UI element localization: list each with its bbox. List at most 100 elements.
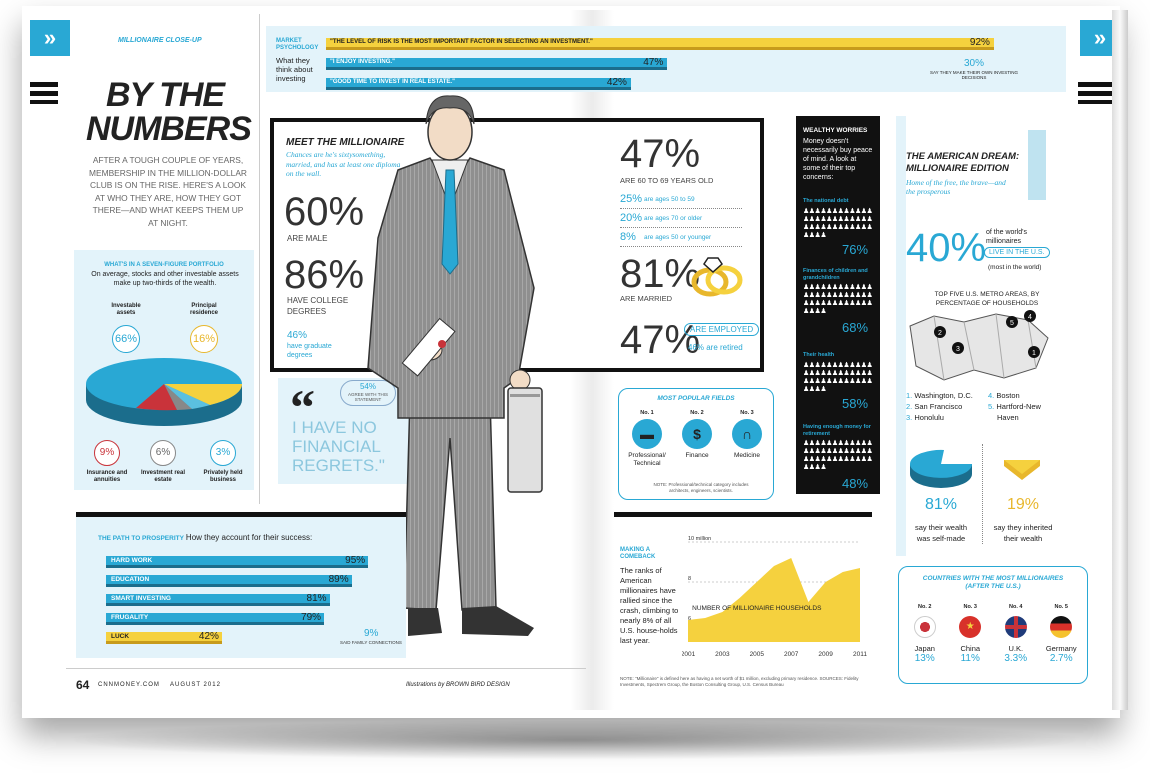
list-item: 4. Boston (988, 391, 1020, 400)
countries-title: COUNTRIES WITH THE MOST MILLIONAIRES (AF… (922, 575, 1064, 590)
comeback-area-chart: 6 8 10 million 2001 2003 2005 2007 2009 2011 NUMB… (682, 536, 867, 658)
worry-pct: 68% (842, 320, 869, 335)
svg-text:5: 5 (1010, 320, 1014, 327)
portfolio-pie-chart (86, 358, 242, 426)
path-bar-pct: 89% (328, 574, 349, 585)
family-label: SAID FAMILY CONNECTIONS (340, 640, 402, 645)
fields-note: NOTE: Professional/technical category in… (653, 482, 749, 493)
countries-row: No. 2 Japan 13% No. 3 ★ China 11% No. 4 … (902, 604, 1084, 664)
inherited-label: say they inherited their wealth (993, 523, 1053, 543)
psych-bar-label: "THE LEVEL OF RISK IS THE MOST IMPORTANT… (330, 39, 593, 45)
worry-pct: 76% (842, 242, 869, 257)
svg-text:3: 3 (956, 346, 960, 353)
worry-label: Having enough money for retirement (803, 424, 871, 437)
dream-divider (982, 444, 983, 544)
x-tick-label: 2005 (750, 651, 765, 658)
fields-row: No. 1 ▬ Professional/ Technical No. 2 $ … (622, 410, 772, 468)
psych-bar-pct: 92% (969, 37, 990, 48)
uk-flag-icon (1004, 616, 1027, 638)
comeback-text: The ranks of American millionaires have … (620, 566, 679, 645)
kicker: MILLIONAIRE CLOSE-UP (118, 37, 202, 44)
portfolio-pct-business: 3% (210, 440, 236, 466)
age-breakdown: 25% are ages 50 to 59 20% are ages 70 or o… (620, 190, 742, 247)
worry-label: Their health (803, 352, 835, 358)
age-label: ARE 60 TO 69 YEARS OLD (620, 176, 714, 185)
married-label: ARE MARRIED (620, 294, 673, 303)
japan-flag-icon (913, 616, 936, 638)
footer-date: AUGUST 2012 (170, 682, 221, 688)
people-icon-grid: ♟♟♟♟♟♟♟♟♟♟♟♟♟♟♟♟♟♟♟♟♟♟♟♟♟♟♟♟♟♟♟♟♟♟♟♟♟♟♟♟ (803, 362, 873, 393)
retired-label: 46% are retired (688, 343, 743, 352)
path-bar-pct: 81% (306, 593, 327, 604)
china-flag-icon: ★ (959, 616, 982, 638)
country-japan: No. 2 Japan 13% (913, 604, 936, 664)
inherited-pie-icon (1004, 460, 1040, 480)
millionaire-illustration (367, 95, 543, 636)
title-line-2: NUMBERS (86, 110, 252, 148)
path-bar: LUCK 42% (106, 631, 222, 644)
left-edge-tab: » (30, 20, 70, 56)
path-bar: SMART INVESTING 81% (106, 593, 330, 606)
list-item: 2. San Francisco (906, 402, 963, 411)
psych-label: MARKET PSYCHOLOGY (276, 38, 319, 51)
list-item: 5. Hartford-New Haven (988, 402, 1041, 422)
field-item-medicine: No. 3 ∩ Medicine (732, 410, 762, 459)
dream-title: THE AMERICAN DREAM: MILLIONAIRE EDITION (906, 151, 1020, 174)
footer-credit: Illustrations by BROWN BIRD DESIGN (406, 682, 510, 688)
worries-title: WEALTHY WORRIES (803, 127, 868, 134)
employed-label: ARE EMPLOYED (684, 323, 760, 336)
worry-pct: 48% (842, 476, 869, 491)
dream-pct: 40% (906, 226, 987, 270)
path-bar-label: FRUGALITY (111, 614, 149, 621)
country-china: No. 3 ★ China 11% (959, 604, 982, 664)
x-tick-label: 2003 (715, 651, 730, 658)
psych-bar-label: "GOOD TIME TO INVEST IN REAL ESTATE." (330, 79, 455, 85)
x-tick-label: 2001 (682, 651, 696, 658)
psych-bar-pct: 42% (606, 77, 627, 88)
psych-bar: "I ENJOY INVESTING." 47% (326, 57, 668, 70)
portfolio-label-insurance: Insurance and annuities (86, 470, 128, 483)
people-icon-grid: ♟♟♟♟♟♟♟♟♟♟♟♟♟♟♟♟♟♟♟♟♟♟♟♟♟♟♟♟♟♟♟♟♟♟♟♟♟♟♟♟ (803, 208, 873, 239)
self-made-pct: 81% (924, 496, 958, 513)
wedding-rings-icon (691, 257, 743, 297)
y-tick-label: 10 million (688, 536, 711, 542)
portfolio-subtitle: On average, stocks and other investable … (91, 271, 239, 287)
agree-label: AGREE WITH THIS STATEMENT (348, 392, 388, 402)
metro-list: 1. Washington, D.C. 2. San Francisco 3. … (906, 390, 1056, 423)
worry-pct: 58% (842, 396, 869, 411)
psych-bar: "GOOD TIME TO INVEST IN REAL ESTATE." 42% (326, 77, 631, 90)
college-pct: 86% (284, 253, 365, 297)
psych-bar: "THE LEVEL OF RISK IS THE MOST IMPORTANT… (326, 37, 994, 50)
country-germany: No. 5 Germany 2.7% (1045, 604, 1077, 664)
own-decisions-label: SAY THEY MAKE THEIR OWN INVESTING DECISI… (929, 70, 1019, 80)
agree-badge (340, 380, 396, 406)
germany-flag-icon (1050, 616, 1073, 638)
quote-mark-icon: “ (290, 379, 315, 435)
x-tick-label: 2007 (784, 651, 799, 658)
portfolio-pct-investable: 66% (112, 325, 140, 353)
path-bar: EDUCATION 89% (106, 574, 352, 587)
x-tick-label: 2011 (853, 651, 867, 658)
path-bar-label: EDUCATION (111, 576, 150, 583)
path-bar: HARD WORK 95% (106, 555, 369, 568)
self-made-label: say their wealth was self-made (914, 523, 968, 543)
age-pct: 47% (620, 132, 701, 176)
psych-sub: What they think about investing (276, 56, 313, 83)
grad-label: have graduate degrees (287, 343, 332, 359)
portfolio-pct-residence: 16% (190, 325, 218, 353)
comeback-box (614, 512, 872, 662)
dream-side-tab (1028, 130, 1046, 200)
portfolio-label-residence: Principal residence (189, 303, 219, 316)
stethoscope-icon: ∩ (732, 419, 762, 449)
people-icon-grid: ♟♟♟♟♟♟♟♟♟♟♟♟♟♟♟♟♟♟♟♟♟♟♟♟♟♟♟♟♟♟♟♟♟♟♟♟♟♟♟♟ (803, 440, 873, 471)
male-pct: 60% (284, 190, 365, 234)
comeback-note: NOTE: "Millionaire" is defined here as h… (620, 676, 859, 687)
field-item-finance: No. 2 $ Finance (673, 410, 721, 468)
y-tick-label: 8 (688, 576, 691, 582)
fields-title: MOST POPULAR FIELDS (657, 395, 735, 402)
male-label: ARE MALE (287, 234, 328, 243)
path-bar-label: HARD WORK (111, 557, 153, 564)
own-decisions-pct: 30% (963, 58, 984, 69)
path-bar-pct: 95% (345, 555, 366, 566)
footer-site: CNNMONEY.COM (98, 682, 160, 688)
